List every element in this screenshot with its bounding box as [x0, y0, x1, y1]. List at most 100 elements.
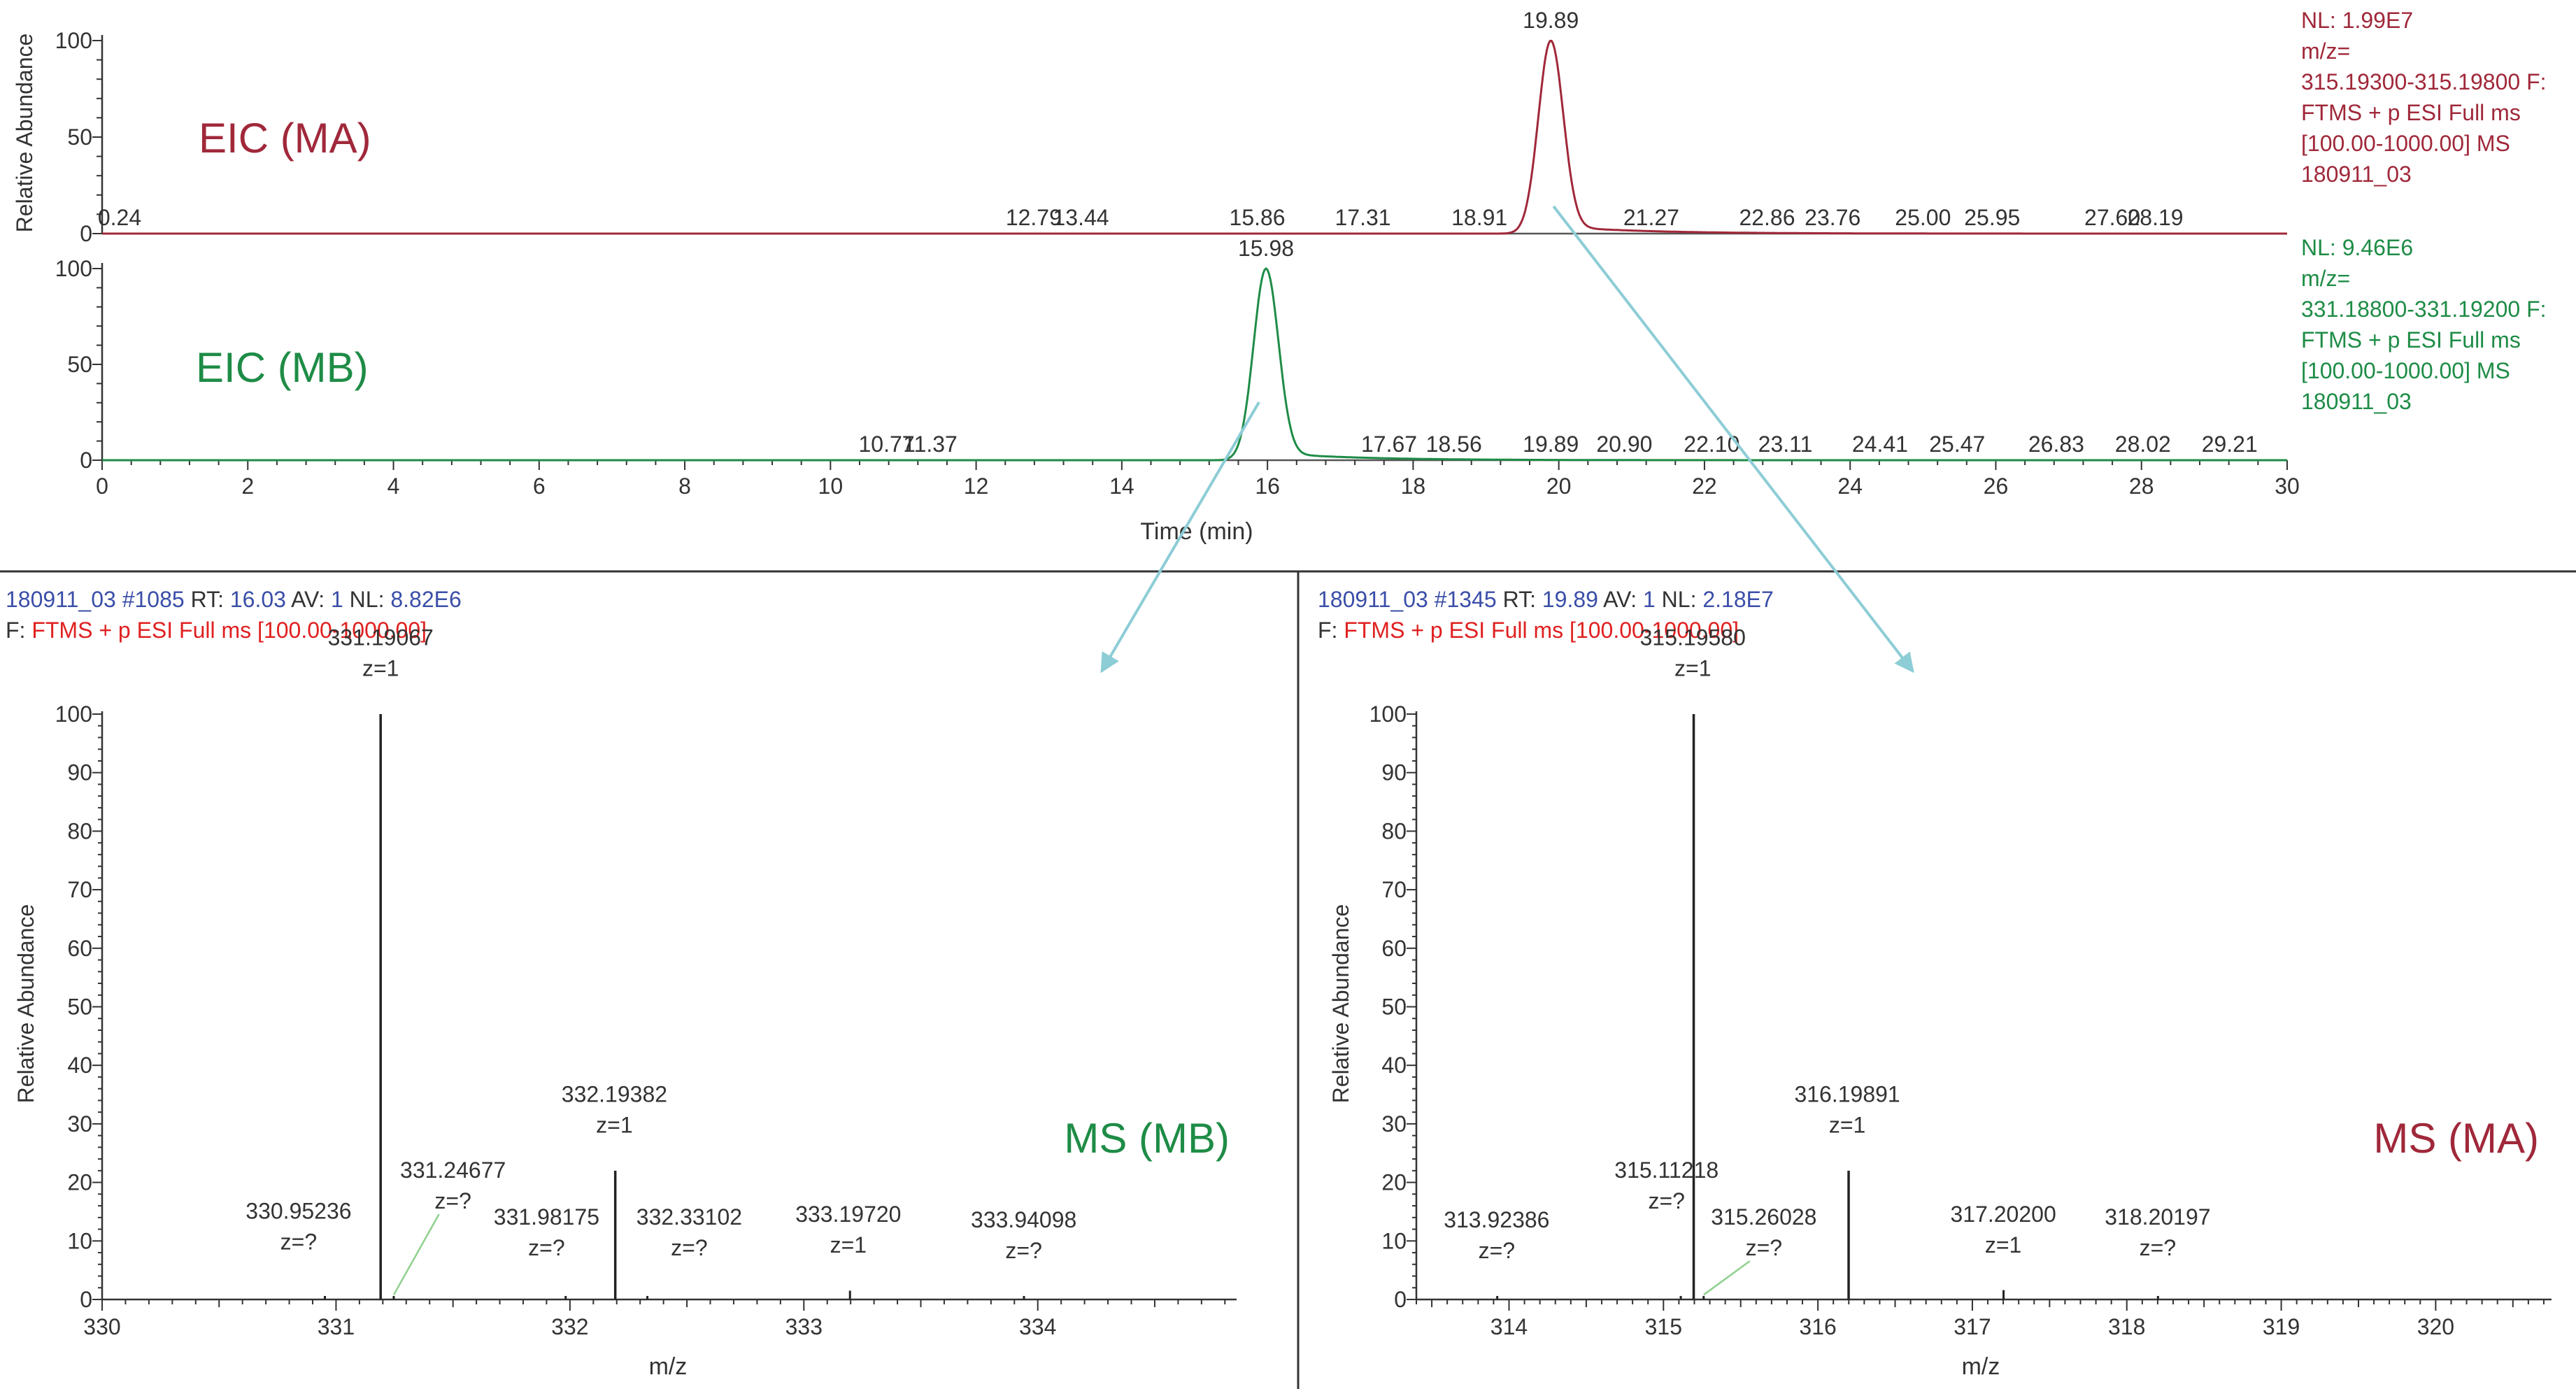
ms-ma-xtick-label: 318 — [2108, 1314, 2145, 1339]
eic-ma-ytick-label: 50 — [67, 124, 92, 150]
eic-xtick-label: 16 — [1255, 473, 1280, 499]
eic-mb-info-line: 331.18800-331.19200 F: — [2301, 297, 2547, 322]
eic-ma-info-line: NL: 1.99E7 — [2301, 8, 2413, 33]
ms-ma-header-line2: F: FTMS + p ESI Full ms [100.00-1000.00] — [1318, 618, 1739, 643]
eic-ma-peak-label: 0.24 — [98, 205, 141, 230]
ms-ma-ytick-label: 30 — [1381, 1111, 1407, 1137]
ms-mb-ytick-label: 40 — [67, 1053, 92, 1078]
ms-mb-yaxis: 0 10 20 30 40 50 60 70 80 90 100 — [55, 701, 104, 1312]
ms-ma-xtick-label: 315 — [1645, 1314, 1682, 1339]
eic-mb-ytick-label: 0 — [80, 448, 92, 473]
eic-ma-info-line: 180911_03 — [2301, 162, 2412, 187]
eic-ma-peak-label: 13.44 — [1053, 205, 1109, 230]
ms-mb-ytick-label: 30 — [67, 1111, 92, 1137]
eic-ma-peak-label: 12.79 — [1006, 205, 1062, 230]
ms-mb-header-field: F: — [6, 618, 25, 643]
ms-mb-peak-charge-label: z=? — [280, 1230, 317, 1255]
eic-mb-peak-label: 26.83 — [2028, 432, 2084, 457]
eic-mb-peak-label: 29.21 — [2202, 432, 2258, 457]
ms-mb-xtick-label: 332 — [551, 1314, 588, 1339]
eic-mb-xaxis: 0 2 4 6 8 10 12 14 16 18 20 22 24 26 28 30 — [96, 460, 2300, 499]
eic-xtick-label: 28 — [2129, 473, 2154, 499]
ms-ma-peak-charge-label: z=1 — [1829, 1112, 1865, 1137]
ms-ma-ytick-label: 20 — [1381, 1170, 1407, 1195]
ms-mb-peak-charge-label: z=1 — [830, 1232, 867, 1258]
ms-ma-peak-mz-label: 316.19891 — [1794, 1081, 1900, 1106]
eic-ma-peak-label: 17.31 — [1335, 205, 1391, 230]
ms-ma-ytick-label: 60 — [1381, 936, 1407, 961]
eic-xtick-label: 24 — [1837, 473, 1863, 499]
ms-mb-peak-charge-label: z=? — [434, 1188, 471, 1213]
arrow-mb-to-ms — [1100, 401, 1260, 674]
ms-mb-ytick-label: 80 — [67, 818, 92, 843]
eic-mb-info-line: [100.00-1000.00] MS — [2301, 358, 2510, 383]
ms-mb-ytick-label: 0 — [80, 1287, 92, 1312]
eic-mb-peak-label: 10.77 — [858, 432, 914, 457]
ms-mb-header-field: 8.82E6 — [384, 587, 461, 612]
connector-arrows — [1100, 205, 1914, 674]
ms-ma-xtick-label: 314 — [1490, 1314, 1528, 1339]
ms-mb-peak-charge-label: z=? — [528, 1235, 564, 1260]
ms-ma-xtick-label: 317 — [1954, 1314, 1991, 1339]
eic-ma-chart: Relative Abundance 0 50 100 0.24 12.7913.44… — [12, 8, 2547, 246]
ms-ma-peak-charge-label: z=1 — [1674, 655, 1711, 681]
ms-ma-ytick-label: 10 — [1381, 1228, 1407, 1253]
eic-ma-peak-label: 27.60 — [2084, 205, 2140, 230]
ms-ma-header-field: RT: — [1497, 587, 1536, 612]
eic-xtick-label: 20 — [1546, 473, 1572, 499]
eic-ma-yaxis: 0 50 100 — [55, 28, 2287, 246]
eic-mb-trace — [102, 266, 2287, 462]
ms-ma-peak-charge-label: z=1 — [1985, 1232, 2021, 1258]
eic-mb-title: EIC (MB) — [196, 344, 369, 391]
arrow-ma-to-ms — [1552, 205, 1914, 674]
ms-ma-ytick-label: 50 — [1381, 995, 1407, 1020]
ms-ma-ytick-label: 90 — [1381, 760, 1407, 785]
ms-ma-title: MS (MA) — [2373, 1115, 2539, 1162]
ms-mb-peak-mz-label: 333.94098 — [971, 1207, 1076, 1232]
eic-ma-info: NL: 1.99E7 m/z= 315.19300-315.19800 F: FTMS… — [2301, 8, 2547, 187]
ms-mb-ytick-label: 50 — [67, 995, 92, 1020]
eic-mb-info-line: 180911_03 — [2301, 389, 2412, 414]
eic-xtick-label: 6 — [533, 473, 546, 499]
ms-mb-peak-labels: 330.95236 z=? 331.19067 z=1 331.24677 z=? 331.… — [245, 625, 1076, 1295]
eic-xtick-label: 2 — [241, 473, 254, 499]
ms-mb-ytick-label: 20 — [67, 1170, 92, 1195]
ms-ma-header-field: 180911_03 #1345 — [1318, 587, 1497, 612]
eic-xtick-label: 0 — [96, 473, 108, 499]
ms-mb-header-line1: 180911_03 #1085 RT: 16.03 AV: 1 NL: 8.82… — [6, 587, 462, 612]
ms-ma-header-field: F: — [1318, 618, 1337, 643]
ms-mb-peak-mz-label: 331.24677 — [400, 1158, 506, 1183]
eic-ma-peak-label: 23.76 — [1805, 205, 1860, 230]
eic-mb-peak-label: 15.98 — [1238, 236, 1294, 261]
ms-ma-xtick-label: 320 — [2417, 1314, 2454, 1339]
eic-mb-peak-label: 19.89 — [1523, 432, 1579, 457]
eic-ma-info-line: FTMS + p ESI Full ms — [2301, 100, 2521, 125]
ms-ma-peaks — [1496, 714, 2159, 1299]
ms-mb-ytick-label: 100 — [55, 701, 92, 727]
ms-ma-yaxis: 0 10 20 30 40 50 60 70 80 90 100 — [1369, 701, 1418, 1312]
ms-mb-header: 180911_03 #1085 RT: 16.03 AV: 1 NL: 8.82… — [6, 587, 462, 643]
eic-ma-info-line: 315.19300-315.19800 F: — [2301, 69, 2547, 94]
ms-mb-xtick-label: 334 — [1019, 1314, 1056, 1339]
eic-ma-peak-label: 15.86 — [1230, 205, 1286, 230]
eic-mb-info-line: m/z= — [2301, 266, 2350, 291]
ms-ma-ylabel: Relative Abundance — [1328, 904, 1353, 1104]
ms-ma-header: 180911_03 #1345 RT: 19.89 AV: 1 NL: 2.18… — [1318, 587, 1774, 643]
ms-mb-peak-charge-label: z=? — [671, 1235, 707, 1260]
ms-ma-ytick-label: 100 — [1369, 701, 1407, 727]
ms-mb-header-field: NL: — [343, 587, 385, 612]
ms-mb-leader-line — [392, 1213, 440, 1295]
ms-mb-peak-mz-label: 332.19382 — [562, 1081, 667, 1106]
eic-xtick-label: 22 — [1692, 473, 1717, 499]
eic-xtick-label: 30 — [2275, 473, 2300, 499]
eic-ma-ytick-label: 100 — [55, 28, 92, 53]
eic-ma-peak-label: 18.91 — [1451, 205, 1507, 230]
eic-xtick-label: 14 — [1109, 473, 1134, 499]
eic-ma-peak-label: 25.00 — [1895, 205, 1951, 230]
eic-mb-peak-label: 28.02 — [2115, 432, 2171, 457]
eic-mb-xlabel: Time (min) — [1140, 518, 1253, 545]
ms-ma-xtick-label: 319 — [2263, 1314, 2300, 1339]
eic-ma-peak-label: 22.86 — [1739, 205, 1795, 230]
ms-ma-peak-charge-label: z=? — [2140, 1235, 2176, 1260]
